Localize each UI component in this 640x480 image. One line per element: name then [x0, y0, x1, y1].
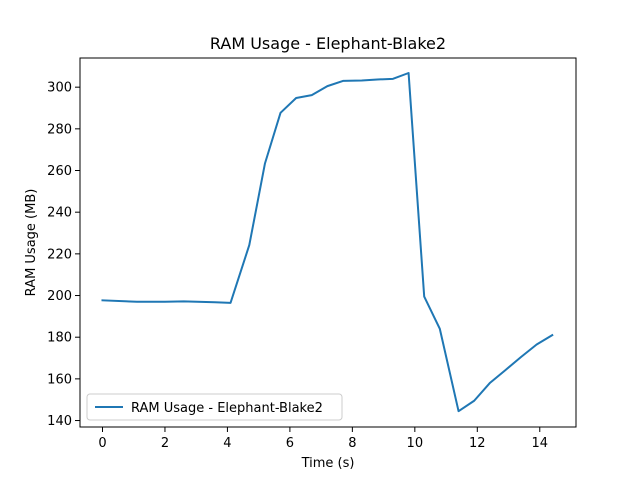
- y-tick-label: 300: [47, 81, 72, 96]
- y-tick-label: 280: [47, 122, 72, 137]
- y-tick-label: 180: [47, 331, 72, 346]
- x-tick-label: 8: [348, 436, 356, 451]
- legend: RAM Usage - Elephant-Blake2: [86, 393, 343, 421]
- x-tick-label: 0: [98, 436, 106, 451]
- y-tick-label: 220: [47, 247, 72, 262]
- x-tick-label: 4: [223, 436, 231, 451]
- y-tick-label: 260: [47, 164, 72, 179]
- plot-area: [101, 72, 554, 413]
- series-line: [101, 72, 554, 413]
- x-axis-label: Time (s): [301, 456, 355, 471]
- axes-frame: [79, 57, 577, 428]
- x-axis: 0 2 4 6 8 10 12 14: [98, 427, 548, 451]
- y-tick-label: 240: [47, 206, 72, 221]
- legend-box: [86, 393, 343, 421]
- y-tick-label: 140: [47, 414, 72, 429]
- x-tick-label: 14: [531, 436, 548, 451]
- y-axis: 140 160 180 200 220 240 260 280 300: [47, 81, 80, 429]
- x-tick-label: 6: [286, 436, 294, 451]
- chart-title: RAM Usage - Elephant-Blake2: [210, 34, 446, 53]
- legend-entry-label: RAM Usage - Elephant-Blake2: [131, 401, 323, 416]
- x-tick-label: 12: [469, 436, 486, 451]
- y-axis-label: RAM Usage (MB): [24, 189, 39, 297]
- x-tick-label: 2: [161, 436, 169, 451]
- y-tick-label: 200: [47, 289, 72, 304]
- y-tick-label: 160: [47, 372, 72, 387]
- x-tick-label: 10: [407, 436, 424, 451]
